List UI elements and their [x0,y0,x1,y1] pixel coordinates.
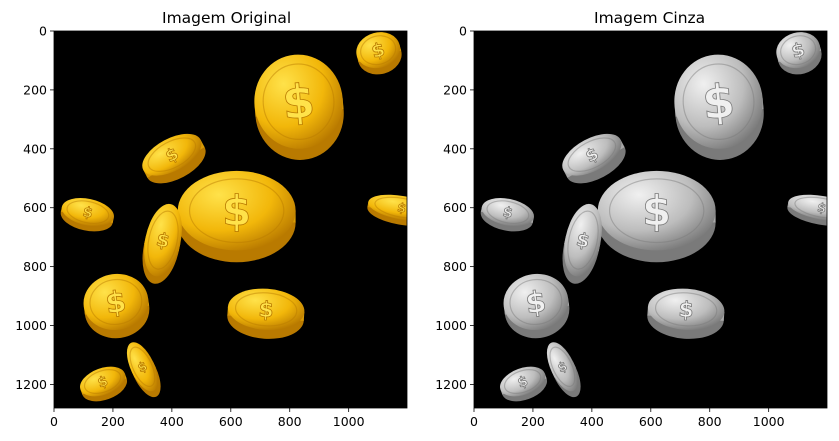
coin: $ [142,203,182,284]
y-tick-label: 400 [23,141,47,156]
coin-symbol: $ [280,74,317,131]
coin: $ [787,194,827,226]
coin: $ [254,54,344,160]
coin: $ [503,273,570,339]
gray-image-panel: Imagem Cinza $ $ $ $ $ $ $ $ $ $ $0 200 400 600 800 100… [420,0,839,441]
y-tick-label: 200 [23,82,47,97]
coin: $ [60,198,114,232]
coin: $ [80,366,128,402]
original-image-title: Imagem Original [162,9,292,27]
coin-symbol: $ [369,39,387,63]
gray-image-title: Imagem Cinza [594,9,706,27]
coin-symbol: $ [396,200,407,215]
y-tick-label: 400 [443,141,467,156]
x-tick-label: 1000 [333,414,365,429]
coin-symbol: $ [501,204,514,222]
coin: $ [674,54,764,160]
coin-symbol: $ [574,229,591,252]
y-tick-label: 1000 [435,318,467,333]
coin-symbol: $ [700,74,737,131]
x-tick-label: 0 [470,414,478,429]
x-tick-label: 400 [160,414,184,429]
y-tick-label: 0 [459,24,467,39]
coin: $ [227,288,305,339]
x-tick-label: 400 [580,414,604,429]
x-tick-label: 1000 [753,414,785,429]
coin: $ [546,342,581,398]
y-tick-label: 200 [443,82,467,97]
coin: $ [83,273,150,339]
x-tick-label: 600 [219,414,243,429]
coin: $ [597,170,716,263]
gray-image-axes: $$$$$ $$$ $$$0 200 400 600 800 1000020040060080… [435,24,828,429]
y-tick-label: 600 [23,200,47,215]
coin: $ [356,32,402,75]
coin: $ [142,133,206,184]
x-tick-label: 200 [101,414,125,429]
y-tick-label: 1000 [15,318,47,333]
y-tick-label: 800 [23,259,47,274]
coin: $ [367,194,407,226]
x-tick-label: 0 [50,414,58,429]
coin-symbol: $ [642,186,671,235]
original-image-panel: Imagem Original $ $ $ $ $ $ $ $ $ $ $0 200 400 600 800… [15,9,408,429]
coin-symbol: $ [154,229,171,252]
coin: $ [776,32,822,75]
coin: $ [500,366,548,402]
coin: $ [562,203,602,284]
coin-symbol: $ [678,297,695,323]
coin: $ [480,198,534,232]
x-tick-label: 800 [278,414,302,429]
y-tick-label: 0 [39,24,47,39]
coin-symbol: $ [81,204,94,222]
coin: $ [126,342,161,398]
y-tick-label: 1200 [435,377,467,392]
x-tick-label: 600 [639,414,663,429]
y-tick-label: 1200 [15,377,47,392]
y-tick-label: 800 [443,259,467,274]
coin-symbol: $ [816,200,827,215]
x-tick-label: 200 [521,414,545,429]
coin: $ [647,288,725,339]
coin: $ [562,133,626,184]
coin-symbol: $ [258,297,275,323]
original-image-axes: $$$$$ $$$ $$$0 200 400 600 800 1000020040060080… [15,24,408,429]
coin-symbol: $ [222,186,251,235]
y-tick-label: 600 [443,200,467,215]
x-tick-label: 800 [698,414,722,429]
coin: $ [177,170,296,263]
coin-symbol: $ [789,39,807,63]
